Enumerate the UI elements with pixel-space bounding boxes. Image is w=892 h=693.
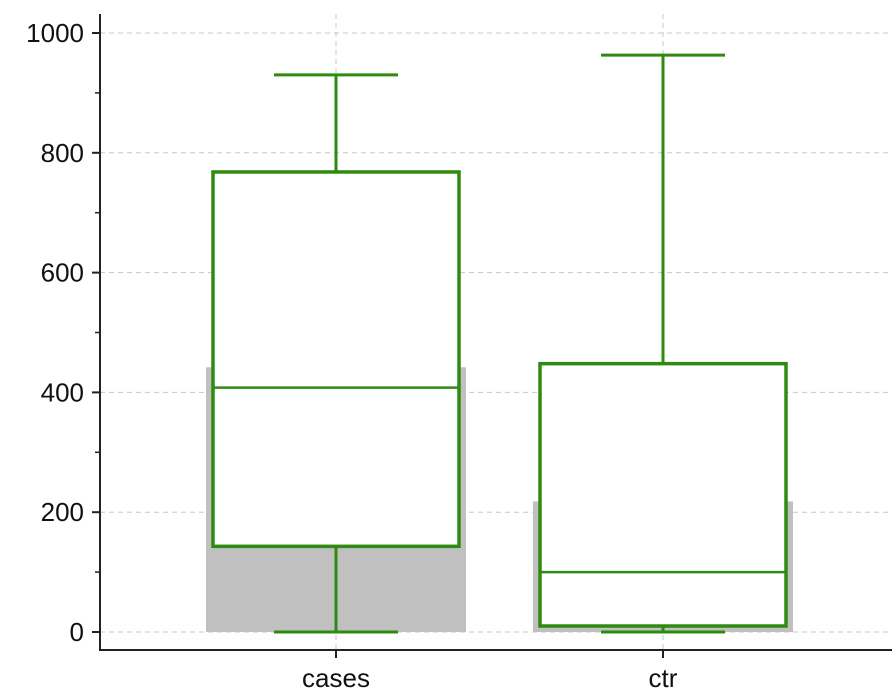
box-cases	[211, 73, 461, 634]
iqr-box-cases	[211, 170, 461, 549]
y-tick-label-800: 800	[41, 138, 84, 168]
y-tick-label-0: 0	[70, 617, 84, 647]
iqr-box-ctr	[538, 361, 788, 628]
y-tick-label-600: 600	[41, 258, 84, 288]
x-tick-label-ctr: ctr	[649, 663, 678, 693]
x-tick-label-cases: cases	[302, 663, 370, 693]
y-tick-label-1000: 1000	[26, 18, 84, 48]
box-series	[211, 53, 788, 634]
y-tick-label-400: 400	[41, 377, 84, 407]
y-axis-ticks: 0 200 400 600 800 1000	[26, 18, 100, 647]
y-tick-label-200: 200	[41, 497, 84, 527]
x-axis-ticks: cases ctr	[302, 650, 678, 693]
box-ctr	[538, 53, 788, 634]
